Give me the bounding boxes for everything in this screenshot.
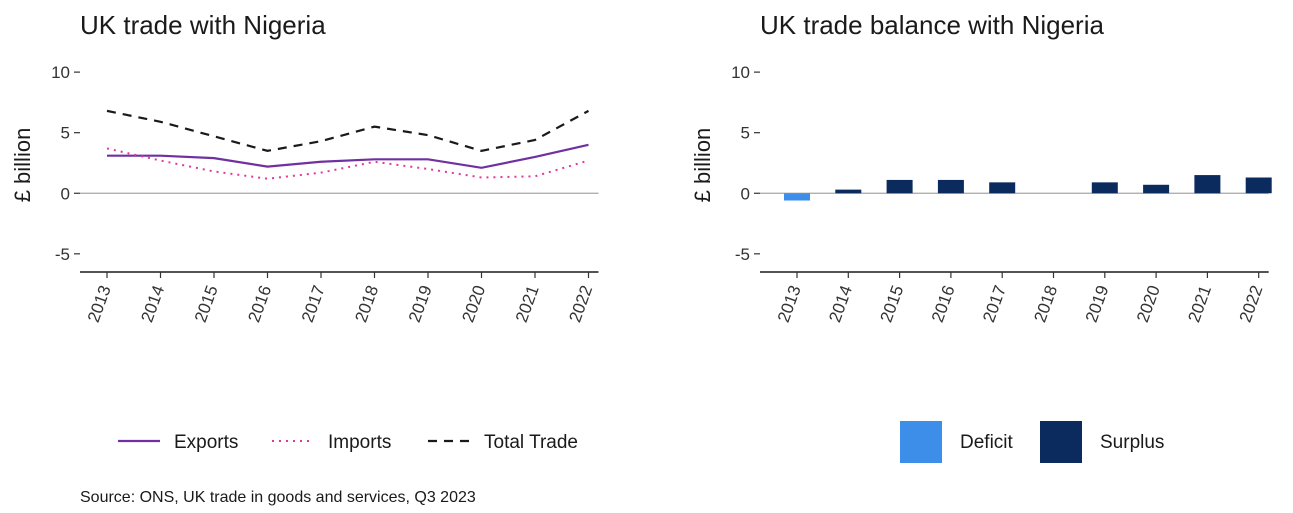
line-chart-x-tick-label: 2018 [351,283,382,325]
bar-chart-x-tick-label: 2019 [1082,283,1113,325]
legend-label-deficit: Deficit [960,432,1014,453]
bar-2019 [1091,182,1118,194]
bar-2014 [835,189,862,194]
line-chart-y-tick-label: 10 [51,63,70,82]
line-chart-x-tick-label: 2014 [137,283,168,325]
line-chart-title: UK trade with Nigeria [80,10,326,40]
bar-chart-axes: -5 0 5 10 2013 2014 2015 2016 2017 2018 2019 2020 20… [731,63,1269,325]
line-chart-y-tick-label: 0 [61,184,70,203]
bar-chart-x-tick-label: 2015 [877,283,908,325]
line-chart-x-tick-label: 2017 [298,283,329,325]
bar-chart-x-tick-label: 2021 [1184,283,1215,325]
series-line-exports [107,143,589,169]
bar-2015 [886,179,913,194]
bar-2021 [1194,175,1221,194]
legend-label-imports: Imports [328,432,391,453]
bar-2013 [784,193,810,201]
line-chart-x-tick-label: 2015 [191,283,222,325]
legend-key-surplus [1040,421,1082,463]
legend-label-exports: Exports [174,432,238,453]
line-chart-x-tick-label: 2016 [244,283,275,325]
bar-chart-x-tick-label: 2018 [1030,283,1061,325]
line-chart-legend: Exports Imports Total Trade [118,432,578,453]
line-chart-series [106,109,590,180]
bar-chart-y-tick-label: 10 [731,63,750,82]
bar-2022 [1245,177,1272,194]
bar-2016 [937,179,964,194]
bar-chart-x-tick-label: 2016 [928,283,959,325]
bar-chart-y-tick-label: 5 [741,124,750,143]
series-line-imports [106,147,589,180]
line-chart-panel: UK trade with Nigeria £ billion -5 0 5 10 20… [10,10,599,325]
line-chart-y-axis-label: £ billion [10,128,35,203]
line-chart-axes: -5 0 5 10 2013 2014 2015 2016 2017 2018 2019 2020 20… [51,63,599,325]
bar-chart-x-tick-label: 2013 [774,283,805,325]
line-chart-x-tick-label: 2020 [458,283,489,325]
line-chart-x-tick-label: 2021 [512,283,543,325]
legend-label-total-trade: Total Trade [484,432,578,453]
bar-chart-x-tick-label: 2022 [1236,283,1267,325]
bar-chart-legend: Deficit Surplus [900,421,1164,463]
line-chart-y-tick-label: -5 [55,245,70,264]
legend-key-deficit [900,421,942,463]
bar-2017 [989,182,1016,194]
bar-chart-title: UK trade balance with Nigeria [760,10,1104,40]
bar-chart-x-tick-label: 2017 [979,283,1010,325]
line-chart-x-tick-label: 2019 [405,283,436,325]
series-line-total-trade [106,109,590,152]
line-chart-x-tick-label: 2013 [84,283,115,325]
bar-chart-x-tick-label: 2014 [825,283,856,325]
bar-2020 [1143,184,1170,194]
line-chart-x-tick-label: 2022 [565,283,596,325]
bar-chart-y-tick-label: -5 [735,245,750,264]
line-chart-y-tick-label: 5 [61,124,70,143]
legend-label-surplus: Surplus [1100,432,1164,453]
bar-chart-y-tick-label: 0 [741,184,750,203]
bar-chart-panel: UK trade balance with Nigeria £ billion … [690,10,1272,325]
bar-chart-bars [784,175,1272,201]
bar-chart-y-axis-label: £ billion [690,128,715,203]
source-note: Source: ONS, UK trade in goods and servi… [80,489,476,506]
bar-chart-x-tick-label: 2020 [1133,283,1164,325]
